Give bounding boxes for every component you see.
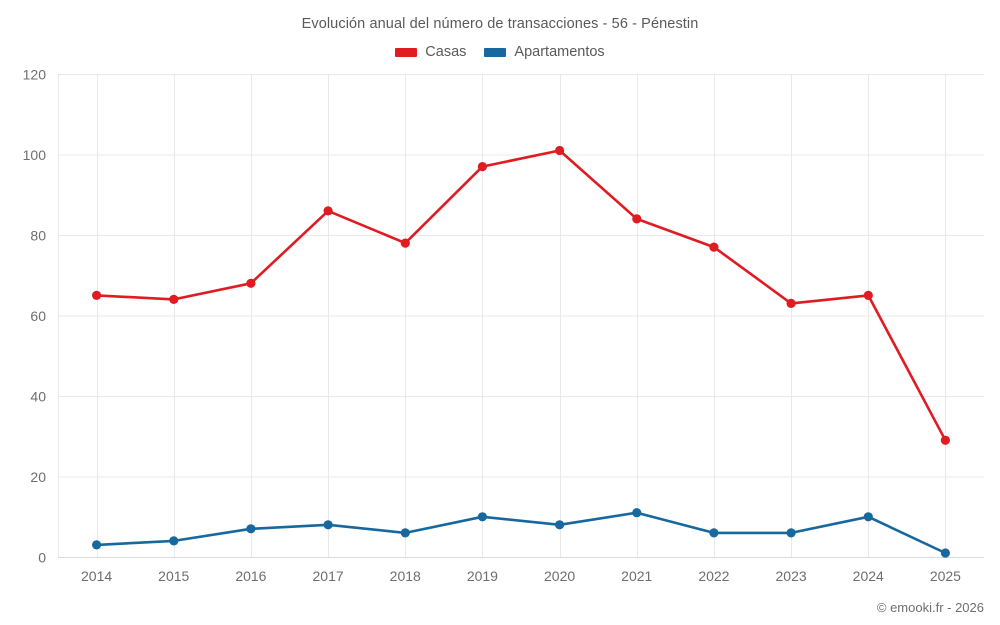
y-axis-tick-label: 120 [23, 67, 47, 83]
data-point[interactable] [632, 214, 642, 224]
legend-label-apartamentos: Apartamentos [514, 44, 605, 60]
y-axis-tick-label: 20 [30, 469, 46, 485]
data-point[interactable] [246, 524, 256, 534]
data-point[interactable] [169, 294, 179, 304]
data-point[interactable] [477, 512, 487, 522]
data-point[interactable] [400, 528, 410, 538]
y-axis-tick-label: 60 [30, 308, 46, 324]
legend-item-casas[interactable]: Casas [395, 44, 466, 60]
data-point[interactable] [786, 298, 796, 308]
data-point[interactable] [940, 435, 951, 445]
x-axis-tick-label: 2021 [621, 568, 652, 584]
data-point[interactable] [477, 162, 487, 172]
x-axis-tick-label: 2015 [158, 568, 189, 584]
data-point[interactable] [940, 548, 951, 558]
x-axis-tick-label: 2020 [544, 568, 575, 584]
y-axis-tick-label: 100 [23, 147, 47, 163]
x-axis-tick-label: 2023 [776, 568, 807, 584]
data-point[interactable] [555, 520, 565, 530]
legend-item-apartamentos[interactable]: Apartamentos [484, 44, 605, 60]
x-axis-tick-label: 2025 [930, 568, 961, 584]
series-line-casas [95, 149, 947, 442]
data-point[interactable] [786, 528, 796, 538]
chart-legend: Casas Apartamentos [0, 44, 1000, 60]
legend-label-casas: Casas [425, 44, 467, 60]
x-axis-tick-label: 2019 [467, 568, 498, 584]
data-point[interactable] [709, 528, 719, 538]
data-point[interactable] [555, 145, 565, 156]
y-axis-tick-label: 40 [30, 389, 46, 405]
data-point[interactable] [863, 512, 873, 522]
x-axis-tick-label: 2017 [313, 568, 344, 584]
legend-swatch-casas [395, 47, 418, 57]
data-point[interactable] [709, 242, 719, 252]
legend-swatch-apartamentos [484, 47, 507, 57]
data-point[interactable] [323, 206, 333, 216]
data-point[interactable] [632, 508, 642, 518]
x-axis-tick-label: 2022 [698, 568, 729, 584]
data-point[interactable] [323, 520, 333, 530]
x-axis-tick-label: 2018 [390, 568, 421, 584]
x-axis-tick-label: 2016 [235, 568, 266, 584]
data-point[interactable] [92, 540, 102, 550]
x-axis-tick-label: 2024 [853, 568, 884, 584]
y-axis-tick-label: 80 [30, 228, 46, 244]
series-line-apartamentos [95, 511, 947, 555]
y-axis-tick-label: 0 [38, 550, 46, 566]
data-point[interactable] [169, 536, 179, 546]
data-point[interactable] [400, 238, 410, 248]
chart-title: Evolución anual del número de transaccio… [301, 16, 699, 32]
copyright-footer: © emooki.fr - 2026 [876, 600, 984, 615]
data-point[interactable] [863, 290, 873, 300]
data-point[interactable] [246, 278, 256, 288]
data-point[interactable] [92, 290, 102, 300]
x-axis-tick-label: 2014 [81, 568, 112, 584]
